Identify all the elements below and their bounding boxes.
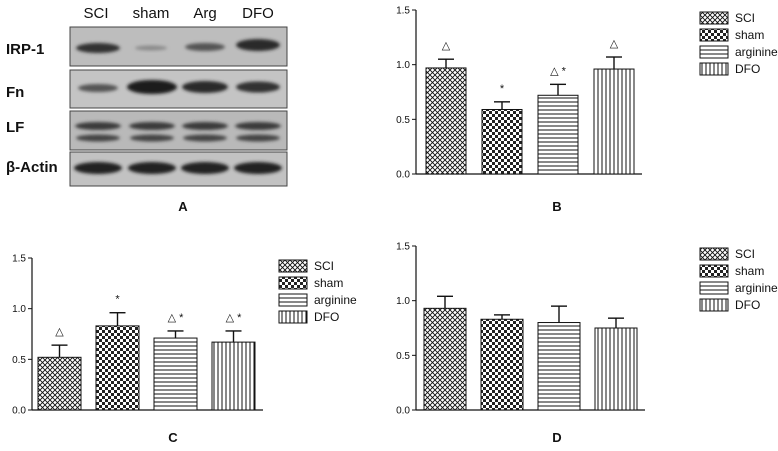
- blot-row-label: LF: [6, 119, 24, 136]
- panel-label: C: [168, 430, 178, 445]
- blot-row-label: β-Actin: [6, 159, 58, 176]
- y-tick-label: 0.5: [396, 115, 410, 126]
- y-tick-label: 1.0: [396, 296, 410, 307]
- bar: [425, 67, 467, 175]
- legend-swatch: [699, 247, 729, 261]
- band: [75, 122, 121, 130]
- significance-marker: △ *: [168, 312, 185, 324]
- legend-label: SCI: [735, 247, 755, 261]
- band: [185, 43, 225, 51]
- legend-swatch: [278, 276, 308, 290]
- legend-swatch: [699, 264, 729, 278]
- band: [235, 122, 281, 130]
- band: [128, 162, 176, 174]
- band: [236, 39, 280, 51]
- blot-lane-label: SCI: [83, 5, 108, 22]
- legend-label: DFO: [735, 298, 760, 312]
- bar-chart-c: 0.0 0.5 1.0 1.5 △ * △ * △ * SCI sham arginine DFO C: [12, 254, 357, 446]
- legend-swatch: [699, 298, 729, 312]
- significance-marker: △ *: [550, 65, 567, 77]
- bar: [481, 108, 523, 175]
- bar-chart-b: 0.0 0.5 1.0 1.5 △ * △ * △ SCI sham arginine DFO B: [396, 6, 778, 215]
- y-tick-label: 0.0: [396, 170, 410, 181]
- bar: [594, 327, 638, 411]
- bar: [593, 68, 635, 175]
- blot-row-label: IRP-1: [6, 41, 44, 58]
- significance-marker: △: [442, 40, 451, 52]
- panel-label: A: [178, 199, 188, 214]
- blot-strip-fn: [69, 69, 288, 109]
- significance-marker: △: [610, 38, 619, 50]
- band: [182, 122, 228, 130]
- legend-label: SCI: [314, 259, 334, 273]
- blot-row-label: Fn: [6, 84, 24, 101]
- band: [181, 162, 229, 174]
- y-tick-label: 0.5: [12, 355, 26, 366]
- bar: [211, 341, 256, 411]
- significance-marker: *: [115, 294, 120, 306]
- band: [76, 43, 120, 53]
- legend-label: DFO: [314, 310, 339, 324]
- blot-panel: SCI sham Arg DFO IRP-1 Fn LF β-Actin: [6, 5, 288, 214]
- y-tick-label: 1.0: [396, 60, 410, 71]
- band: [182, 81, 228, 93]
- band: [135, 45, 167, 51]
- legend-swatch: [699, 45, 729, 59]
- panel-label: D: [552, 430, 561, 445]
- bar: [37, 356, 82, 411]
- legend-swatch: [278, 259, 308, 273]
- legend-label: sham: [314, 276, 343, 290]
- y-tick-label: 1.5: [396, 242, 410, 253]
- legend-swatch: [699, 11, 729, 25]
- band: [78, 84, 118, 92]
- significance-marker: *: [500, 83, 505, 95]
- bar: [95, 325, 140, 411]
- blot-strip-lf: [69, 110, 288, 151]
- legend-label: arginine: [314, 293, 357, 307]
- band: [76, 134, 120, 142]
- blot-lane-labels: SCI sham Arg DFO: [83, 5, 273, 22]
- blot-strip-actin: [69, 151, 288, 187]
- blot-row-labels: IRP-1 Fn LF β-Actin: [6, 41, 58, 176]
- y-tick-label: 1.5: [396, 6, 410, 17]
- legend-swatch: [278, 310, 308, 324]
- legend-swatch: [699, 281, 729, 295]
- blot-lane-label: sham: [133, 5, 170, 22]
- band: [129, 122, 175, 130]
- blot-lane-label: DFO: [242, 5, 274, 22]
- legend-swatch: [699, 62, 729, 76]
- legend-label: arginine: [735, 281, 778, 295]
- band: [127, 80, 177, 94]
- band: [234, 162, 282, 174]
- panel-label: B: [552, 199, 561, 214]
- bar-chart-d: 0.0 0.5 1.0 1.5 SCI sham arginine DFO D: [396, 242, 778, 446]
- y-tick-label: 0.0: [396, 406, 410, 417]
- legend-swatch: [699, 28, 729, 42]
- blot-strip-irp1: [69, 26, 288, 67]
- legend-label: sham: [735, 264, 764, 278]
- legend-label: sham: [735, 28, 764, 42]
- band: [236, 81, 280, 93]
- legend-label: SCI: [735, 11, 755, 25]
- significance-marker: △ *: [226, 312, 243, 324]
- bar: [153, 337, 198, 411]
- legend-label: DFO: [735, 62, 760, 76]
- band: [183, 134, 227, 142]
- legend-swatch: [278, 293, 308, 307]
- bar: [537, 94, 579, 175]
- bar: [480, 318, 524, 411]
- band: [74, 162, 122, 174]
- legend-label: arginine: [735, 45, 778, 59]
- y-tick-label: 0.0: [12, 406, 26, 417]
- y-tick-label: 1.0: [12, 304, 26, 315]
- band: [236, 134, 280, 142]
- bar: [423, 307, 467, 411]
- blot-lane-label: Arg: [193, 5, 216, 22]
- y-tick-label: 0.5: [396, 351, 410, 362]
- significance-marker: △: [55, 326, 64, 338]
- bar: [537, 322, 581, 411]
- y-tick-label: 1.5: [12, 254, 26, 265]
- band: [130, 134, 174, 142]
